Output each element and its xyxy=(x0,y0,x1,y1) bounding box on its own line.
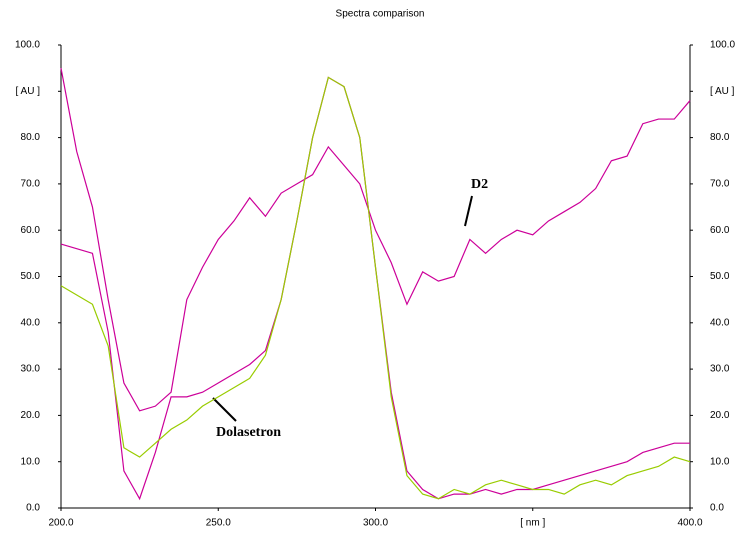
annotation-arrow xyxy=(464,195,473,227)
chart-title: Spectra comparison xyxy=(336,9,425,20)
series-line xyxy=(60,68,691,412)
y-tick-label: [ AU ] xyxy=(16,86,41,97)
y-tick-label: 70.0 xyxy=(21,179,41,190)
y2-tick-label: 50.0 xyxy=(710,271,730,282)
annotation: Dolasetron xyxy=(216,425,281,440)
y2-tick-label: 80.0 xyxy=(710,132,730,143)
y2-tick-label: 40.0 xyxy=(710,317,730,328)
y2-tick-label: 70.0 xyxy=(710,179,730,190)
x-tick-label: 250.0 xyxy=(206,518,231,529)
annotation: D2 xyxy=(471,177,488,192)
y2-tick-label: [ AU ] xyxy=(710,86,735,97)
x-tick-label: 400.0 xyxy=(677,518,702,529)
y2-tick-label: 20.0 xyxy=(710,410,730,421)
y-tick-label: 0.0 xyxy=(26,503,40,514)
y-tick-label: 30.0 xyxy=(21,364,41,375)
y-tick-label: 20.0 xyxy=(21,410,41,421)
y-tick-label: 50.0 xyxy=(21,271,41,282)
y2-tick-label: 60.0 xyxy=(710,225,730,236)
y2-tick-label: 10.0 xyxy=(710,456,730,467)
x-tick-label: [ nm ] xyxy=(520,518,545,529)
y2-tick-label: 100.0 xyxy=(710,40,735,51)
x-tick-label: 300.0 xyxy=(363,518,388,529)
y-tick-label: 80.0 xyxy=(21,132,41,143)
series-line xyxy=(60,76,690,501)
y-tick-label: 60.0 xyxy=(21,225,41,236)
x-tick-label: 200.0 xyxy=(48,518,73,529)
y-tick-label: 10.0 xyxy=(21,456,41,467)
annotation-arrow xyxy=(212,397,237,422)
y-tick-label: 40.0 xyxy=(21,317,41,328)
series-line xyxy=(60,76,691,500)
y2-tick-label: 0.0 xyxy=(710,503,724,514)
y-tick-label: 100.0 xyxy=(15,40,40,51)
y2-tick-label: 30.0 xyxy=(710,364,730,375)
